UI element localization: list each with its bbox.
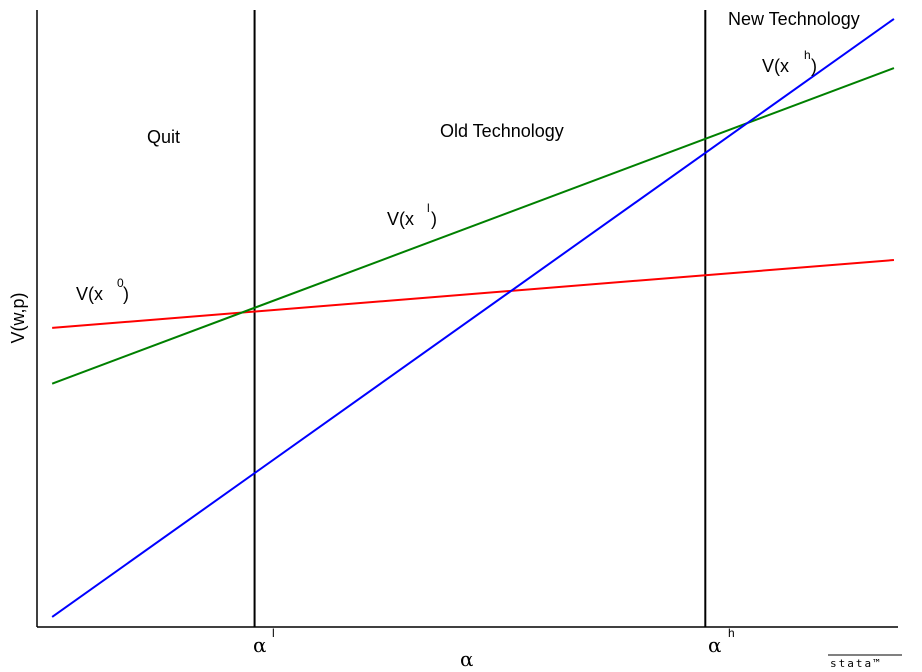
region-label-old-technology: Old Technology <box>440 121 564 141</box>
x-tick-alpha-l: α l <box>253 626 275 657</box>
series-label-v-xl-close: ) <box>431 209 437 229</box>
series-label-v-x0-sup: 0 <box>117 276 124 290</box>
series-label-v-x0: V(x 0 ) <box>76 276 129 304</box>
v-xh-line <box>51 18 895 618</box>
x-tick-alpha-h-symbol: α <box>708 633 722 657</box>
series-label-v-xh-sup: h <box>804 48 811 62</box>
x-tick-alpha-h: α h <box>708 626 735 657</box>
series-label-v-xl: V(x l ) <box>387 201 437 229</box>
stata-logo: stata™ <box>830 657 882 670</box>
v-x0-line <box>52 259 895 329</box>
series-label-v-xh-base: V(x <box>762 56 789 76</box>
series-label-v-x0-base: V(x <box>76 284 103 304</box>
series-label-v-xl-sup: l <box>427 201 430 215</box>
series-label-v-xh-close: ) <box>811 56 817 76</box>
x-axis-title: α <box>460 647 474 671</box>
x-tick-alpha-l-symbol: α <box>253 633 267 657</box>
region-label-new-technology: New Technology <box>728 9 860 29</box>
series-label-v-xl-base: V(x <box>387 209 414 229</box>
region-label-quit: Quit <box>147 127 180 147</box>
x-tick-alpha-h-sup: h <box>728 626 735 640</box>
y-axis-title: V(w,p) <box>8 292 28 343</box>
x-tick-alpha-l-sup: l <box>272 626 275 640</box>
series-label-v-x0-close: ) <box>123 284 129 304</box>
v-xl-line <box>51 67 895 385</box>
series-label-v-xh: V(x h ) <box>762 48 817 76</box>
